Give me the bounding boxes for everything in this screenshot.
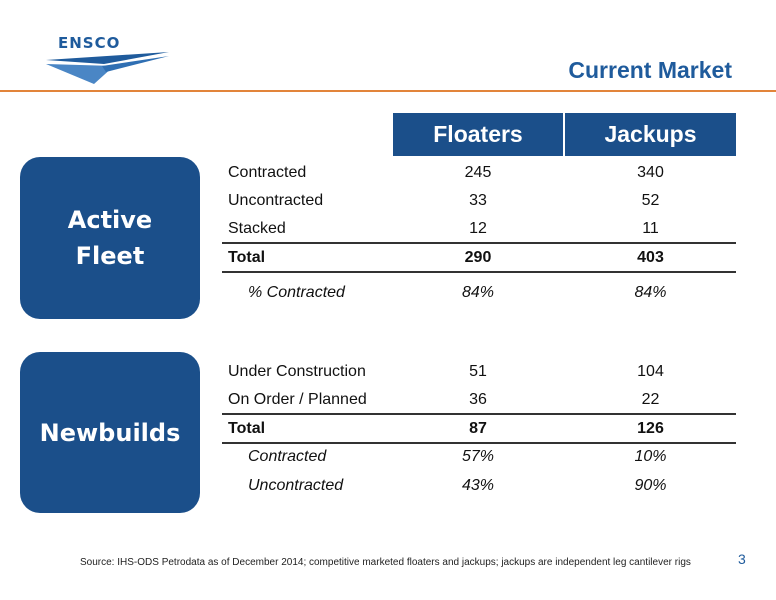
floaters-value: 84% <box>461 284 495 301</box>
title-divider <box>0 90 776 92</box>
logo-text: ENSCO <box>58 34 121 52</box>
row-label: Total <box>228 249 266 266</box>
newbuilds-label: Newbuilds <box>39 418 181 447</box>
table-row: Contracted 245 340 <box>222 159 736 187</box>
column-header-jackups: Jackups <box>565 113 736 156</box>
table-row: Uncontracted 33 52 <box>222 187 736 215</box>
jackups-value: 84% <box>634 284 667 301</box>
jackups-value: 126 <box>637 420 664 437</box>
table-row: Under Construction 51 104 <box>222 358 736 386</box>
page-title: Current Market <box>568 57 732 83</box>
active-fleet-label-line2: Fleet <box>75 242 145 270</box>
total-top-rule <box>222 413 736 415</box>
floaters-value: 51 <box>469 363 487 380</box>
row-label: Total <box>228 420 266 437</box>
row-label: Under Construction <box>228 363 366 380</box>
row-label: Uncontracted <box>228 192 324 209</box>
jackups-value: 90% <box>634 477 667 494</box>
floaters-value: 12 <box>469 220 487 237</box>
floaters-value: 245 <box>464 164 492 181</box>
row-label: Contracted <box>228 164 307 181</box>
jackups-value: 11 <box>642 220 659 237</box>
row-label: Contracted <box>248 448 327 465</box>
total-bottom-rule <box>222 271 736 273</box>
row-label: Stacked <box>228 220 286 237</box>
total-row: Total 290 403 <box>222 244 736 272</box>
sub-row-contracted: Contracted 57% 10% <box>222 443 736 471</box>
floaters-value: 57% <box>461 448 495 465</box>
row-label: On Order / Planned <box>228 391 367 408</box>
table-row: On Order / Planned 36 22 <box>222 386 736 414</box>
jackups-value: 22 <box>641 391 660 408</box>
jackups-value: 10% <box>634 448 667 465</box>
logo-swoosh-icon <box>46 52 169 84</box>
column-header-floaters: Floaters <box>393 113 563 156</box>
newbuilds-box: Newbuilds <box>20 352 200 513</box>
row-label: % Contracted <box>248 284 345 301</box>
jackups-value: 52 <box>641 192 660 209</box>
source-footnote: Source: IHS-ODS Petrodata as of December… <box>80 557 691 568</box>
floaters-value: 36 <box>469 391 487 408</box>
page-number: 3 <box>738 551 746 567</box>
total-top-rule <box>222 242 736 244</box>
row-label: Uncontracted <box>248 477 344 494</box>
jackups-value: 104 <box>637 363 664 380</box>
jackups-value: 403 <box>637 249 664 266</box>
floaters-value: 43% <box>461 477 495 494</box>
floaters-value: 290 <box>464 249 492 266</box>
active-fleet-label-line1: Active <box>67 206 153 234</box>
floaters-value: 87 <box>469 420 487 437</box>
active-fleet-box: Active Fleet <box>20 157 200 319</box>
ensco-logo: ENSCO <box>44 34 174 84</box>
floaters-value: 33 <box>469 192 487 209</box>
total-bottom-rule <box>222 442 736 444</box>
total-row: Total 87 126 <box>222 415 736 443</box>
pct-contracted-row: % Contracted 84% 84% <box>222 279 736 307</box>
jackups-value: 340 <box>637 164 664 181</box>
table-row: Stacked 12 11 <box>222 215 736 243</box>
sub-row-uncontracted: Uncontracted 43% 90% <box>222 472 736 500</box>
